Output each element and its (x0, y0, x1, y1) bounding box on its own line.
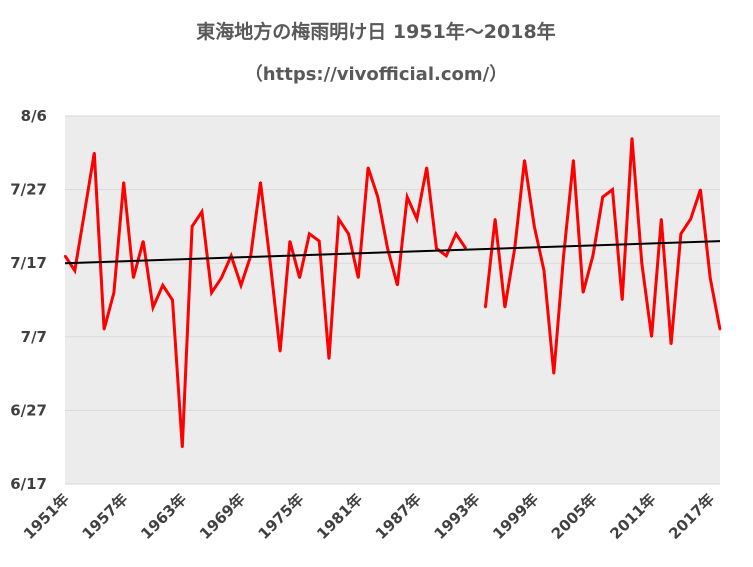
data-point (523, 159, 526, 162)
data-point (719, 328, 721, 331)
data-point (582, 291, 585, 294)
data-point (572, 159, 575, 162)
data-point (445, 254, 448, 257)
data-point (543, 269, 546, 272)
data-point (425, 166, 428, 169)
y-tick-label: 7/7 (21, 328, 47, 346)
data-point (220, 276, 223, 279)
data-point (601, 195, 604, 198)
data-point (64, 254, 66, 257)
data-point (239, 284, 242, 287)
data-point (699, 188, 702, 191)
data-point (171, 299, 174, 301)
data-point (660, 218, 663, 221)
data-point (455, 232, 458, 235)
data-point (494, 218, 497, 221)
series-line-segment-1 (63, 152, 468, 448)
y-tick-label: 6/27 (10, 401, 47, 419)
data-point (357, 276, 360, 279)
data-point (230, 254, 233, 257)
chart-subtitle: （https://vivofficial.com/） (245, 64, 507, 85)
y-tick-label: 6/17 (10, 475, 47, 493)
data-point (142, 240, 145, 243)
data-point (679, 232, 682, 235)
data-point (670, 343, 673, 346)
trend-line (64, 240, 721, 265)
data-point (83, 210, 86, 213)
data-point (406, 195, 409, 198)
data-point (191, 225, 194, 228)
data-point (279, 350, 282, 353)
data-point (415, 218, 418, 221)
data-point (103, 328, 106, 331)
chart-title: 東海地方の梅雨明け日 1951年～2018年 (196, 20, 555, 43)
data-point (200, 210, 203, 213)
data-point (631, 137, 634, 140)
data-point (591, 254, 594, 257)
data-point (327, 357, 330, 360)
x-tick-label: 1999年 (489, 490, 542, 543)
data-point (386, 247, 389, 250)
data-point (298, 276, 301, 279)
x-tick-label: 2011年 (607, 490, 660, 543)
data-point (367, 166, 370, 169)
data-point (611, 188, 614, 191)
data-point (288, 240, 291, 243)
data-point (161, 284, 164, 287)
y-tick-label: 7/27 (10, 181, 47, 199)
data-point (709, 276, 712, 279)
x-tick-label: 1963年 (137, 490, 190, 543)
x-tick-label: 1987年 (372, 490, 425, 543)
data-point (151, 306, 154, 309)
data-point (122, 181, 125, 184)
data-point (210, 291, 213, 294)
data-point (112, 291, 115, 294)
x-axis-ticks: 1951年 1957年 1963年 1969年 1975年 1981年 1987年 1993年… (20, 490, 718, 543)
data-point (533, 225, 536, 228)
data-point (318, 240, 321, 243)
x-tick-label: 1975年 (255, 490, 308, 543)
data-point (132, 276, 135, 279)
data-point (259, 181, 262, 184)
data-point (376, 195, 379, 198)
data-point (73, 269, 76, 272)
data-point (181, 446, 184, 449)
data-point (640, 262, 643, 265)
data-point (269, 262, 272, 265)
data-point (621, 299, 624, 301)
y-axis-ticks: 6/17 6/27 7/7 7/17 7/27 8/6 (10, 107, 47, 493)
data-point (484, 306, 487, 309)
data-point (347, 232, 350, 235)
plot-area (65, 116, 720, 484)
data-point (562, 254, 565, 257)
data-point (552, 372, 555, 375)
x-tick-label: 1957年 (79, 490, 132, 543)
y-tick-label: 7/17 (10, 254, 47, 272)
x-tick-label: 1969年 (196, 490, 249, 543)
data-point (396, 284, 399, 287)
data-point (503, 306, 506, 309)
x-tick-label: 1951年 (20, 490, 73, 543)
series-layer (63, 137, 722, 449)
data-point (337, 218, 340, 221)
x-tick-label: 1981年 (313, 490, 366, 543)
data-point (93, 151, 96, 154)
x-tick-label: 2005年 (548, 490, 601, 543)
x-tick-label: 2017年 (665, 490, 718, 543)
x-tick-label: 1993年 (431, 490, 484, 543)
data-point (435, 247, 438, 250)
y-tick-label: 8/6 (21, 107, 47, 125)
data-point (650, 335, 653, 338)
data-point (308, 232, 311, 235)
data-point (689, 218, 692, 221)
